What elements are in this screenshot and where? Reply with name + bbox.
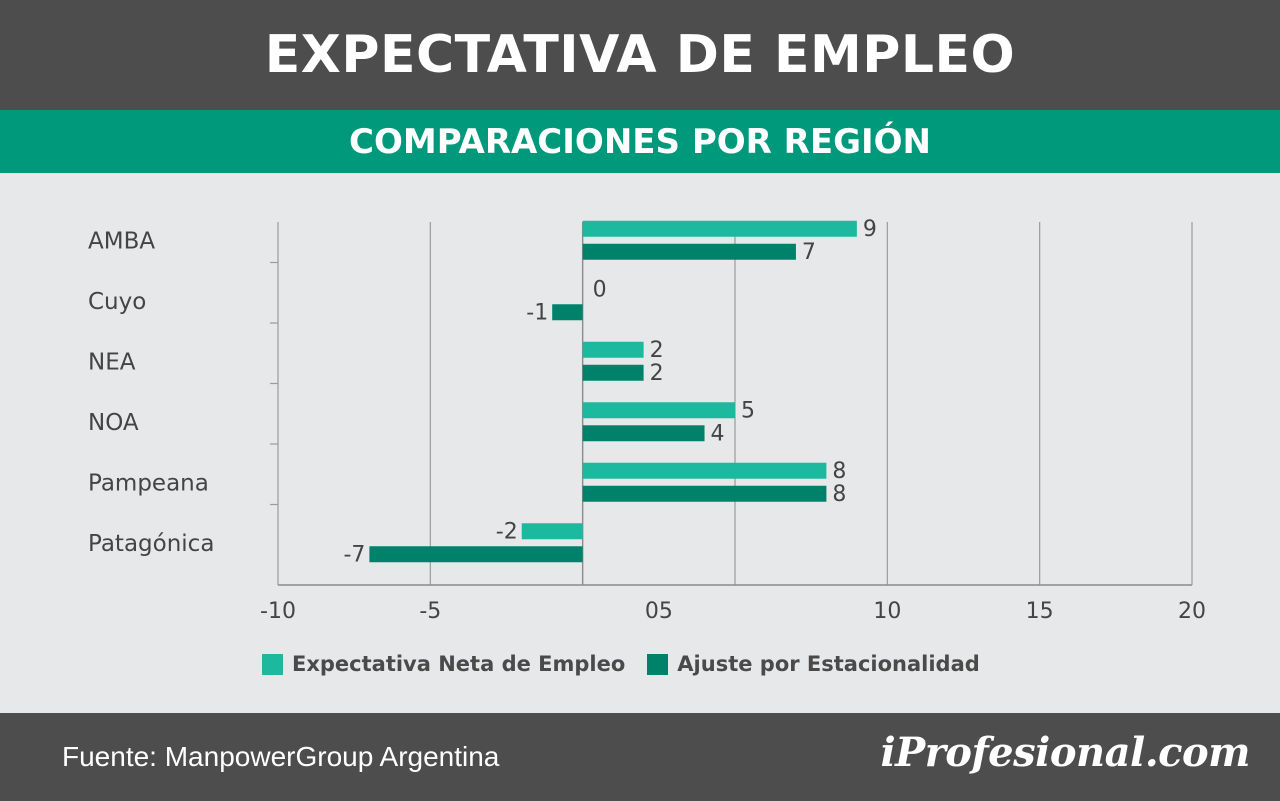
title-bar: EXPECTATIVA DE EMPLEO [0,0,1280,110]
x-tick-label: -5 [419,599,441,624]
x-tick-label: 10 [873,599,901,624]
data-label: 0 [593,277,607,302]
data-label: 7 [802,240,816,265]
bar [582,364,644,381]
data-label: 2 [650,338,664,363]
data-label: 2 [650,361,664,386]
x-tick-label: 20 [1178,599,1206,624]
category-label: Pampeana [88,470,209,496]
bar [582,462,827,479]
bar [582,243,796,260]
bar [521,523,583,540]
data-label: 8 [832,459,846,484]
legend: Expectativa Neta de Empleo Ajuste por Es… [262,652,980,676]
source-note: Fuente: ManpowerGroup Argentina [62,741,500,772]
data-label: -7 [343,542,365,567]
brand-logo: iProfesional.com [880,729,1250,776]
category-label: AMBA [88,228,155,254]
category-label: Cuyo [88,289,146,315]
legend-label-series-2: Ajuste por Estacionalidad [677,652,980,676]
bar [582,402,735,419]
category-label: Patagónica [88,531,214,557]
legend-swatch-series-2 [647,653,669,675]
data-label: 4 [711,421,725,446]
subtitle-bar: COMPARACIONES POR REGIÓN [0,110,1280,173]
data-label: -1 [526,300,548,325]
bar [552,304,583,321]
legend-swatch-series-1 [262,653,283,675]
bar-chart: -10 -5 05 10 15 20 AMBA 9 7 Cuyo 0 -1 NEA 22 NOA 54 Pamp… [88,217,1206,624]
bar [582,341,644,358]
legend-label-series-1: Expectativa Neta de Empleo [292,652,626,676]
data-label: -2 [496,519,518,544]
data-label: 9 [863,217,877,242]
chart-subtitle: COMPARACIONES POR REGIÓN [349,121,931,162]
data-label: 5 [741,398,755,423]
bar [582,220,857,237]
category-label: NEA [88,349,136,375]
legend-item-series-1: Expectativa Neta de Empleo [262,652,625,676]
category-label: NOA [88,410,139,436]
x-tick-label: 05 [645,599,673,624]
data-label: 8 [832,482,846,507]
footer-bar: Fuente: ManpowerGroup Argentina iProfesi… [0,713,1280,801]
bar [369,546,583,563]
x-tick-label: -10 [260,599,296,624]
bar [582,485,827,502]
legend-item-series-2: Ajuste por Estacionalidad [647,652,980,676]
chart-title: EXPECTATIVA DE EMPLEO [264,25,1016,85]
bar [582,425,705,442]
x-tick-label: 15 [1026,599,1054,624]
